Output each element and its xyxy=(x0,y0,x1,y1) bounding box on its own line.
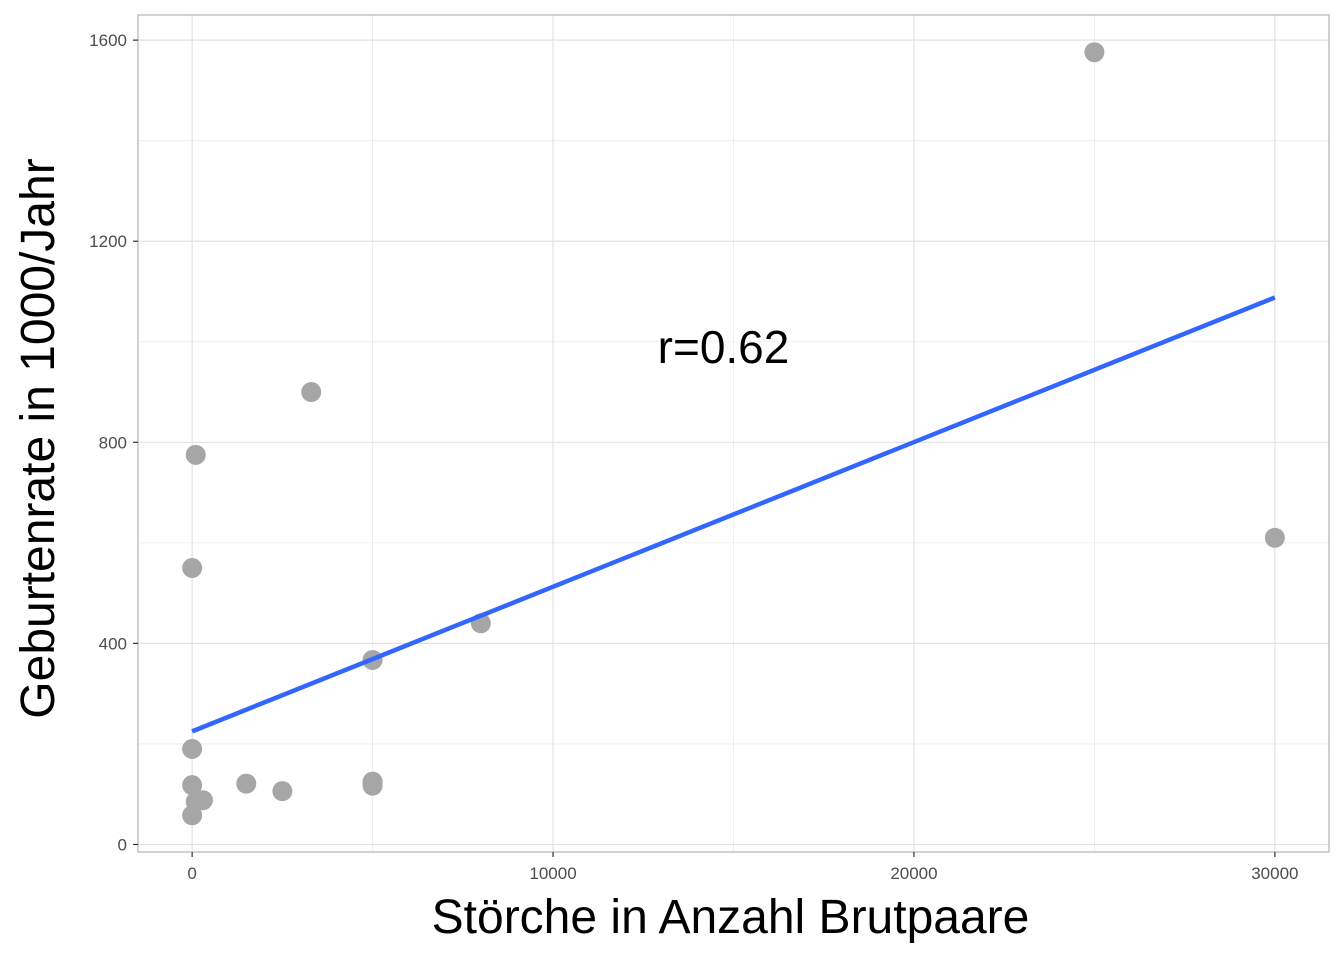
x-axis-title: Störche in Anzahl Brutpaare xyxy=(432,891,1030,944)
x-tick-label: 10000 xyxy=(529,864,576,883)
major-gridlines xyxy=(138,15,1329,852)
data-point xyxy=(272,781,293,802)
y-tick-label: 1200 xyxy=(89,232,127,251)
panel-border xyxy=(137,14,1330,853)
x-axis-ticks: 0 10000 20000 30000 xyxy=(187,852,1299,883)
y-axis-ticks: 0 400 800 1200 1600 xyxy=(89,31,138,854)
y-axis-title: Geburtenrate in 1000/Jahr xyxy=(12,158,65,718)
y-tick-label: 1600 xyxy=(89,31,127,50)
data-point xyxy=(301,382,322,403)
x-tick-label: 30000 xyxy=(1251,864,1298,883)
data-point xyxy=(182,557,203,578)
data-point xyxy=(182,738,203,759)
data-point xyxy=(1264,527,1285,548)
x-tick-label: 20000 xyxy=(890,864,937,883)
data-point xyxy=(182,775,203,796)
data-point xyxy=(362,775,383,796)
correlation-annotation: r=0.62 xyxy=(658,321,790,373)
x-tick-label: 0 xyxy=(187,864,196,883)
data-point xyxy=(185,444,206,465)
y-tick-label: 400 xyxy=(99,634,127,653)
regression-line xyxy=(191,295,1276,734)
data-point xyxy=(182,805,203,826)
y-tick-label: 800 xyxy=(99,433,127,452)
minor-gridlines xyxy=(138,15,1329,852)
data-point xyxy=(236,773,257,794)
regression-line-layer xyxy=(191,295,1276,734)
y-tick-label: 0 xyxy=(118,835,127,854)
data-point xyxy=(1084,42,1105,63)
